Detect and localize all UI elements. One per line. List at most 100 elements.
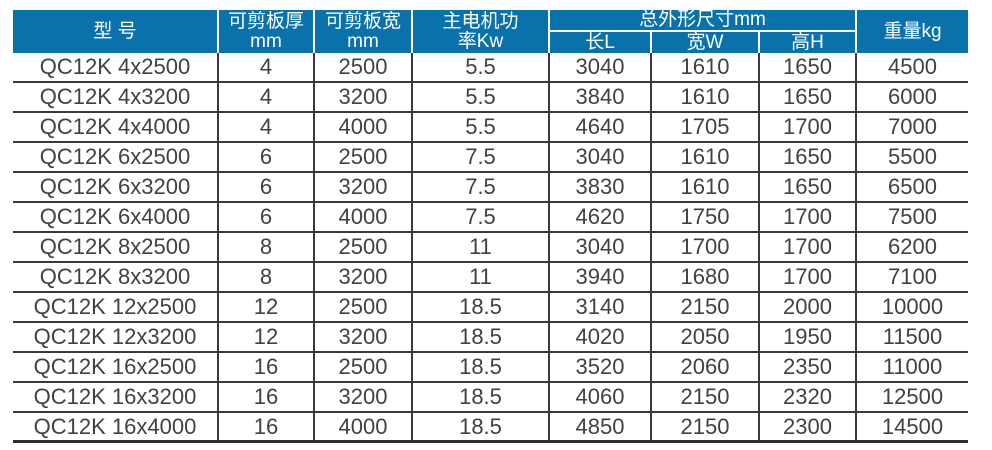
table-cell: 1700 [760,263,857,291]
table-row: QC12K 16x3200 16 3200 18.5 4060 2150 2320 12500 [13,383,968,413]
table-cell: 1705 [652,113,760,141]
table-cell: 3040 [550,233,652,261]
table-cell: 1650 [760,173,857,201]
table-cell: 5.5 [413,113,550,141]
table-cell: 1610 [652,173,760,201]
table-cell: 2500 [315,233,413,261]
table-cell: 11500 [882,324,943,349]
table-cell: 2350 [760,353,857,381]
table-cell: 3040 [550,53,652,81]
table-cell: 1700 [652,233,760,261]
table-cell: 1680 [652,263,760,291]
table-cell: 16 [219,413,315,440]
table-cell: 1610 [652,143,760,171]
table-cell: 2500 [315,293,413,321]
table-cell: 1650 [760,53,857,81]
table-cell: QC12K 6x3200 [13,173,219,201]
header-label: 可剪板宽 [324,10,401,32]
header-cell-weight: 重量kg [857,10,968,53]
table-cell: 3830 [550,173,652,201]
table-cell: 4020 [550,323,652,351]
table-cell: 3200 [315,383,413,411]
header-label: 主电机功 [442,10,519,32]
table-cell: 18.5 [413,323,550,351]
table-cell: 4500 [888,54,937,79]
table-row: QC12K 8x3200 8 3200 11 3940 1680 1700 7100 [13,263,968,293]
table-cell: 11 [413,233,550,261]
header-cell-model: 型 号 [13,10,219,53]
header-unit: mm [250,30,282,52]
table-row: QC12K 6x4000 6 4000 7.5 4620 1750 1700 7500 [13,203,968,233]
table-cell: 2060 [652,353,760,381]
table-cell: 11000 [882,354,943,379]
table-cell: 5.5 [413,83,550,111]
table-cell: QC12K 8x3200 [13,263,219,291]
table-cell: 18.5 [413,413,550,440]
table-cell: 4640 [550,113,652,141]
table-cell: 4850 [550,413,652,440]
table-cell: 1650 [760,83,857,111]
table-row: QC12K 4x3200 4 3200 5.5 3840 1610 1650 6000 [13,83,968,113]
table-cell: 2500 [315,53,413,81]
table-cell: 4620 [550,203,652,231]
table-cell: 11 [413,263,550,291]
spec-table: 型 号 可剪板厚 mm 可剪板宽 mm 主电机功 率Kw 总外形尺寸mm 长L … [13,10,968,443]
table-cell: 12 [219,293,315,321]
table-cell: QC12K 4x3200 [13,83,219,111]
table-cell: 2320 [760,383,857,411]
table-cell: 1700 [760,233,857,261]
table-cell: 7.5 [413,173,550,201]
table-cell: 2300 [760,413,857,440]
header-cell-length: 长L [550,32,652,53]
table-row: QC12K 12x3200 12 3200 18.5 4020 2050 1950 11500 [13,323,968,353]
header-label: 型 号 [93,20,137,42]
header-label: 重量kg [883,20,942,42]
header-label: 宽W [686,32,724,53]
table-cell: 3940 [550,263,652,291]
table-cell: 2150 [652,293,760,321]
header-cell-plate-width: 可剪板宽 mm [315,10,413,53]
table-cell: 4 [219,113,315,141]
table-cell: 4000 [315,413,413,440]
table-cell: 3140 [550,293,652,321]
table-row: QC12K 6x2500 6 2500 7.5 3040 1610 1650 5500 [13,143,968,173]
table-cell: 18.5 [413,383,550,411]
table-cell: 10000 [881,294,944,319]
table-cell: 2000 [760,293,857,321]
header-label: 总外形尺寸mm [639,10,766,30]
table-row: QC12K 6x3200 6 3200 7.5 3830 1610 1650 6500 [13,173,968,203]
table-cell: 4000 [315,113,413,141]
table-cell: QC12K 12x3200 [13,323,219,351]
table-row: QC12K 16x4000 16 4000 18.5 4850 2150 2300 14500 [13,413,968,443]
table-cell: 8 [219,233,315,261]
table-cell: 1610 [652,53,760,81]
header-cell-motor-power: 主电机功 率Kw [413,10,550,53]
table-header: 型 号 可剪板厚 mm 可剪板宽 mm 主电机功 率Kw 总外形尺寸mm 长L … [13,10,968,53]
table-row: QC12K 4x4000 4 4000 5.5 4640 1705 1700 7000 [13,113,968,143]
table-cell: 2050 [652,323,760,351]
table-cell: 6 [219,173,315,201]
table-cell: 1700 [760,113,857,141]
table-cell: 14500 [881,413,944,439]
table-cell: 3200 [315,263,413,291]
header-cell-thickness: 可剪板厚 mm [219,10,315,53]
table-cell: 7.5 [413,203,550,231]
table-cell: 18.5 [413,293,550,321]
table-row: QC12K 16x2500 16 2500 18.5 3520 2060 2350 11000 [13,353,968,383]
header-cell-width: 宽W [652,32,760,53]
table-cell: 1650 [760,143,857,171]
table-cell: 6200 [888,234,937,259]
table-row: QC12K 4x2500 4 2500 5.5 3040 1610 1650 4500 [13,53,968,83]
table-cell: 4 [219,83,315,111]
table-cell: 1950 [760,323,857,351]
table-cell: 8 [219,263,315,291]
header-unit: mm [347,30,379,52]
table-cell: 1750 [652,203,760,231]
header-unit: 率Kw [457,30,504,52]
table-cell: 12 [219,323,315,351]
table-cell: 12500 [881,384,944,409]
table-cell: QC12K 8x2500 [13,233,219,261]
table-cell: 3520 [550,353,652,381]
table-cell: 6 [219,203,315,231]
header-label: 可剪板厚 [227,10,304,32]
